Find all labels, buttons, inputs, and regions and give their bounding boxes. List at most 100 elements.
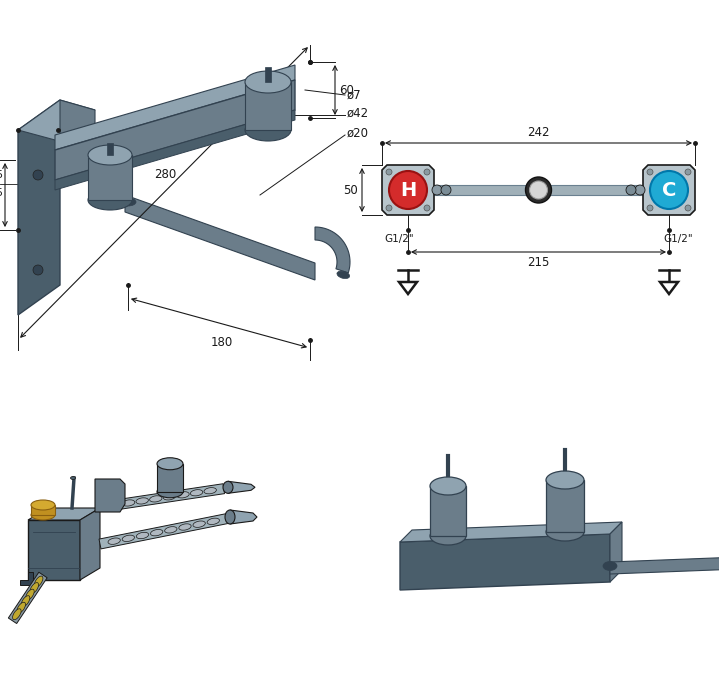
Circle shape (647, 205, 653, 211)
Circle shape (650, 171, 688, 209)
Ellipse shape (31, 510, 55, 520)
Polygon shape (228, 481, 255, 493)
Text: Min 45: Min 45 (0, 170, 3, 180)
Polygon shape (9, 572, 47, 623)
Ellipse shape (35, 576, 43, 587)
Polygon shape (434, 185, 643, 195)
Polygon shape (88, 155, 132, 200)
Ellipse shape (193, 521, 206, 527)
Text: 280: 280 (154, 168, 176, 181)
Ellipse shape (150, 530, 162, 536)
Polygon shape (28, 520, 80, 580)
Polygon shape (157, 464, 183, 492)
Polygon shape (55, 65, 295, 150)
Ellipse shape (31, 500, 55, 510)
Text: 60: 60 (339, 84, 354, 96)
Circle shape (424, 205, 430, 211)
Text: H: H (400, 181, 416, 200)
Ellipse shape (204, 487, 216, 494)
Ellipse shape (165, 526, 177, 533)
Polygon shape (18, 100, 60, 315)
Ellipse shape (108, 538, 120, 545)
Polygon shape (60, 100, 95, 180)
Polygon shape (18, 100, 95, 140)
Polygon shape (99, 514, 229, 549)
Text: Max 65: Max 65 (0, 188, 3, 198)
Ellipse shape (441, 185, 451, 195)
Ellipse shape (12, 609, 21, 619)
Ellipse shape (70, 477, 75, 479)
Ellipse shape (22, 596, 30, 607)
Polygon shape (430, 486, 466, 536)
Text: G1/2": G1/2" (664, 234, 693, 244)
Circle shape (386, 205, 392, 211)
Polygon shape (382, 165, 434, 215)
Polygon shape (245, 82, 291, 130)
Circle shape (33, 265, 43, 275)
Ellipse shape (207, 518, 219, 524)
Ellipse shape (546, 523, 584, 541)
Text: 50: 50 (343, 183, 358, 197)
Polygon shape (660, 282, 678, 294)
Circle shape (647, 169, 653, 175)
Ellipse shape (430, 477, 466, 495)
Polygon shape (55, 80, 295, 180)
Ellipse shape (120, 198, 136, 206)
Ellipse shape (626, 185, 636, 195)
Text: C: C (661, 181, 676, 200)
Polygon shape (643, 165, 695, 215)
Circle shape (526, 177, 551, 203)
Polygon shape (31, 505, 55, 515)
Text: ø20: ø20 (347, 127, 369, 140)
Ellipse shape (88, 145, 132, 165)
Ellipse shape (157, 458, 183, 470)
Ellipse shape (432, 185, 442, 195)
Ellipse shape (150, 496, 162, 502)
Circle shape (685, 169, 691, 175)
Polygon shape (114, 484, 224, 510)
Polygon shape (610, 522, 622, 582)
Ellipse shape (191, 489, 203, 496)
Ellipse shape (179, 524, 191, 530)
Text: 180: 180 (211, 336, 233, 349)
Polygon shape (55, 110, 295, 190)
Ellipse shape (157, 486, 183, 498)
Ellipse shape (88, 190, 132, 210)
Polygon shape (546, 480, 584, 532)
Polygon shape (125, 195, 315, 280)
Text: 215: 215 (527, 256, 550, 269)
Ellipse shape (137, 532, 149, 539)
Ellipse shape (225, 510, 235, 524)
Polygon shape (400, 522, 622, 542)
Ellipse shape (136, 498, 148, 504)
Polygon shape (107, 143, 113, 155)
Ellipse shape (245, 71, 291, 93)
Ellipse shape (430, 527, 466, 545)
Text: G1/2": G1/2" (384, 234, 413, 244)
Ellipse shape (30, 582, 39, 594)
Ellipse shape (103, 166, 117, 173)
Text: ø42: ø42 (347, 106, 369, 119)
Circle shape (424, 169, 430, 175)
Polygon shape (230, 510, 257, 524)
Ellipse shape (261, 100, 275, 106)
Polygon shape (80, 508, 100, 580)
Text: 242: 242 (527, 126, 550, 139)
Ellipse shape (635, 185, 645, 195)
Ellipse shape (122, 500, 134, 506)
Circle shape (33, 170, 43, 180)
Polygon shape (315, 227, 350, 273)
Polygon shape (399, 282, 417, 294)
Polygon shape (95, 479, 125, 512)
Ellipse shape (245, 119, 291, 141)
Circle shape (685, 205, 691, 211)
Circle shape (389, 171, 427, 209)
Text: ø7: ø7 (347, 88, 362, 102)
Polygon shape (265, 67, 271, 82)
Ellipse shape (223, 481, 233, 493)
Ellipse shape (26, 589, 35, 600)
Polygon shape (20, 572, 33, 585)
Ellipse shape (17, 603, 25, 613)
Ellipse shape (603, 561, 617, 570)
Ellipse shape (177, 492, 189, 498)
